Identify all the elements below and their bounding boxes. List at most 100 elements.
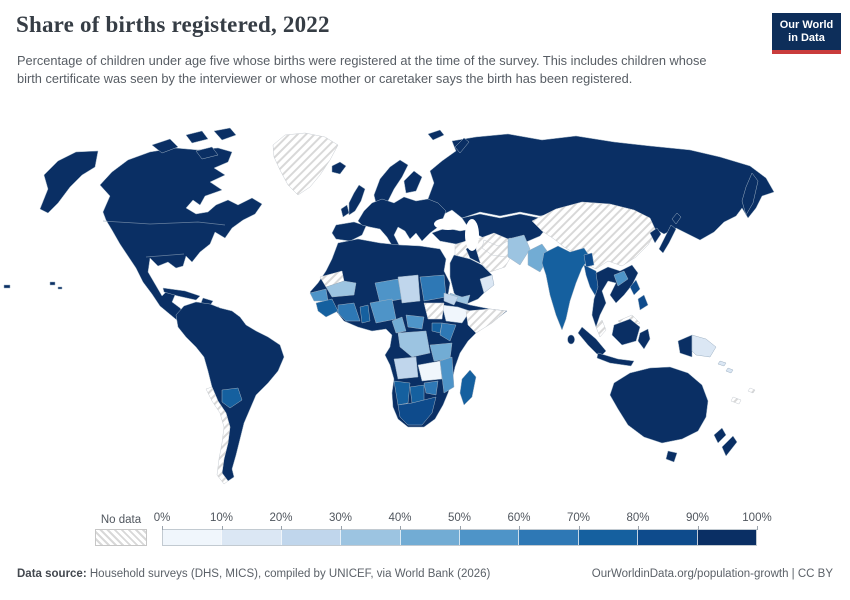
legend-bin-70-80[interactable]: [577, 530, 638, 545]
legend-tick-label-20: 20%: [269, 512, 293, 524]
country-chad[interactable]: [397, 274, 421, 304]
page-title: Share of births registered, 2022: [16, 12, 330, 37]
legend-tick-label-0: 0%: [153, 512, 171, 524]
legend-bin-40-50[interactable]: [399, 530, 460, 545]
country-kenya[interactable]: [439, 322, 457, 342]
legend-bin-20-30[interactable]: [280, 530, 341, 545]
legend-tick-label-60: 60%: [507, 512, 531, 524]
country-uk[interactable]: [348, 184, 366, 216]
country-iceland[interactable]: [331, 161, 347, 175]
country-eritrea[interactable]: [443, 292, 459, 306]
country-iberia[interactable]: [331, 221, 367, 242]
country-hawaii[interactable]: [3, 281, 63, 290]
country-nigeria[interactable]: [369, 298, 397, 324]
country-china-mongolia[interactable]: [531, 201, 657, 270]
country-europe-mainland[interactable]: [357, 196, 451, 248]
country-japan[interactable]: [658, 212, 682, 254]
country-solomon-islands[interactable]: [717, 360, 734, 374]
country-cameroon[interactable]: [391, 316, 407, 334]
legend-bin-0-10[interactable]: [163, 530, 222, 545]
legend-tick-label-90: 90%: [685, 512, 710, 524]
country-indochina[interactable]: [591, 264, 639, 328]
legend-tick-mark: [221, 526, 223, 530]
country-mozambique-malawi[interactable]: [439, 356, 455, 394]
country-tasmania[interactable]: [665, 450, 678, 463]
legend-no-data-swatch[interactable]: [95, 529, 147, 546]
country-korea[interactable]: [649, 227, 662, 244]
legend-tick-mark: [340, 526, 342, 530]
country-new-zealand[interactable]: [713, 427, 738, 457]
country-paraguay[interactable]: [221, 387, 243, 409]
country-mauritania[interactable]: [325, 280, 357, 298]
legend-tick-mark: [459, 526, 461, 530]
country-sulawesi[interactable]: [637, 328, 651, 350]
country-cote-divoire-ghana[interactable]: [337, 302, 361, 322]
country-finland[interactable]: [403, 170, 423, 194]
country-west-new-guinea[interactable]: [677, 334, 693, 358]
country-afghanistan[interactable]: [507, 234, 531, 266]
legend-no-data-label: No data: [100, 514, 142, 526]
country-togo-benin[interactable]: [359, 304, 371, 324]
map-legend: No data 0% 10% 20% 30% 40% 50% 60% 70% 80% 90% 100…: [95, 512, 772, 546]
legend-tick-mark: [519, 526, 520, 530]
legend-tick-mark: [400, 526, 401, 530]
legend-scale: [162, 529, 757, 546]
legend-bin-80-90[interactable]: [637, 530, 697, 545]
caspian-sea: [465, 219, 479, 251]
country-cuba[interactable]: [162, 287, 201, 301]
legend-bin-10-20[interactable]: [221, 530, 281, 545]
chart-subtitle: Percentage of children under age five wh…: [17, 53, 707, 87]
data-source-text: Household surveys (DHS, MICS), compiled …: [86, 568, 491, 580]
owid-logo-line1: Our World: [779, 18, 834, 31]
legend-tick-label-10: 10%: [209, 512, 234, 524]
country-pacific-islands[interactable]: [730, 387, 756, 405]
data-source-label: Data source:: [17, 568, 87, 580]
data-source-note: Data source: Household surveys (DHS, MIC…: [17, 568, 490, 580]
legend-tick-label-30: 30%: [328, 512, 353, 524]
country-oman[interactable]: [479, 274, 495, 294]
country-ethiopia[interactable]: [441, 304, 471, 324]
legend-bin-50-60[interactable]: [459, 530, 519, 545]
country-bangladesh[interactable]: [583, 252, 595, 268]
country-south-africa[interactable]: [397, 396, 437, 426]
legend-bin-90-100[interactable]: [696, 530, 757, 545]
country-uganda[interactable]: [431, 322, 443, 334]
country-borneo[interactable]: [611, 318, 641, 346]
country-kamchatka[interactable]: [741, 172, 759, 216]
country-java[interactable]: [596, 352, 635, 367]
country-laos[interactable]: [613, 270, 629, 287]
country-south-sudan[interactable]: [423, 302, 445, 320]
country-angola[interactable]: [393, 356, 419, 380]
legend-bin-30-40[interactable]: [340, 530, 400, 545]
chart-footer: Data source: Household surveys (DHS, MIC…: [17, 568, 833, 580]
legend-tick-labels: 0% 10% 20% 30% 40% 50% 60% 70% 80% 90% 100%: [154, 512, 772, 530]
country-philippines[interactable]: [629, 279, 649, 311]
country-arctic-islands[interactable]: [151, 127, 237, 160]
country-guinea-region[interactable]: [315, 298, 339, 318]
country-australia[interactable]: [609, 366, 709, 444]
country-central-african-republic[interactable]: [405, 314, 425, 330]
country-namibia[interactable]: [393, 380, 411, 406]
legend-tick-label-50: 50%: [447, 512, 472, 524]
owid-cc-link[interactable]: OurWorldinData.org/population-growth | C…: [591, 568, 833, 580]
country-papua-new-guinea[interactable]: [691, 334, 717, 358]
country-ireland[interactable]: [340, 204, 350, 218]
owid-logo[interactable]: Our World in Data: [772, 13, 841, 54]
country-madagascar[interactable]: [459, 369, 477, 406]
country-chile[interactable]: [205, 386, 231, 485]
country-sri-lanka[interactable]: [567, 334, 575, 345]
legend-bin-60-70[interactable]: [518, 530, 578, 545]
country-russia[interactable]: [427, 133, 775, 241]
country-india[interactable]: [541, 245, 591, 331]
country-somalia[interactable]: [465, 308, 507, 334]
country-zimbabwe[interactable]: [423, 380, 439, 396]
country-greenland[interactable]: [272, 132, 339, 196]
country-sudan[interactable]: [419, 274, 447, 302]
country-saudi-arabia[interactable]: [449, 254, 493, 306]
country-novaya-zemlya[interactable]: [454, 137, 470, 154]
country-alaska[interactable]: [39, 150, 99, 214]
country-svalbard[interactable]: [427, 129, 445, 141]
country-dr-congo[interactable]: [397, 330, 431, 358]
legend-tick-label-80: 80%: [626, 512, 650, 524]
legend-tick-mark: [578, 526, 580, 530]
